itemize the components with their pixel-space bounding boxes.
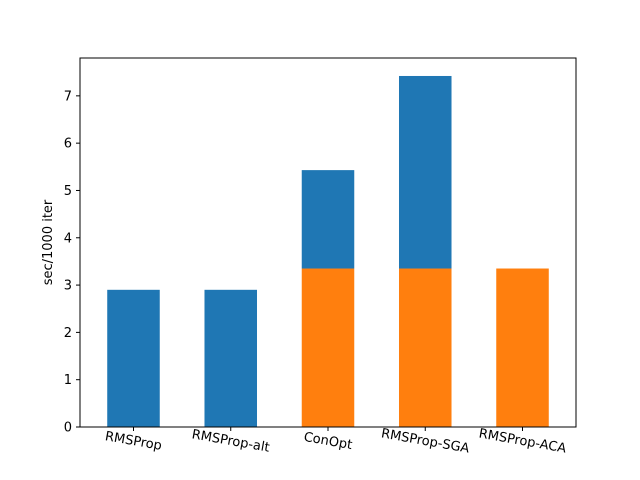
y-tick-label: 7 xyxy=(64,89,72,104)
x-tick-label-conopt: ConOpt xyxy=(303,430,354,453)
x-tick-label-rmsprop: RMSProp xyxy=(104,429,163,454)
bar-rmsprop-sga-series-1 xyxy=(398,75,452,269)
x-axis: RMSProp RMSProp-alt ConOpt RMSProp-SGA RMSPr… xyxy=(104,426,568,456)
bar-rmsprop-series-1 xyxy=(107,289,160,427)
y-tick-label: 2 xyxy=(64,326,72,341)
bar-rmsprop-sga-series-0 xyxy=(398,268,452,427)
x-tick-label-rmsprop-alt: RMSProp-alt xyxy=(191,427,271,455)
y-tick-label: 1 xyxy=(64,373,72,388)
y-tick-label: 3 xyxy=(64,279,72,294)
bar-rmsprop-aca-series-0 xyxy=(496,268,549,427)
y-axis: 0 1 2 3 4 5 6 7 xyxy=(64,89,80,436)
y-axis-label: sec/1000 iter xyxy=(41,199,56,285)
y-tick-label: 6 xyxy=(64,137,72,152)
y-tick-label: 5 xyxy=(64,184,72,199)
bars-layer xyxy=(107,75,549,427)
bar-conopt-series-0 xyxy=(301,268,355,427)
bar-rmsprop-alt-series-1 xyxy=(204,289,258,427)
y-tick-label: 4 xyxy=(64,231,72,246)
bar-conopt-series-1 xyxy=(301,170,355,269)
y-tick-label: 0 xyxy=(64,421,72,436)
